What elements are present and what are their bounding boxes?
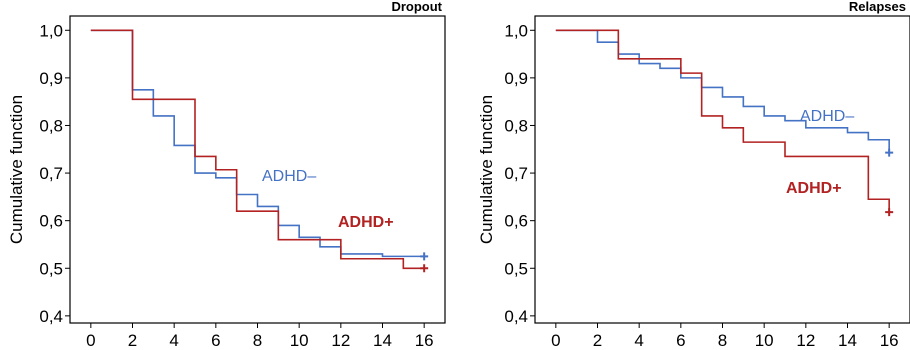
series-line-adhd-plus	[555, 29, 890, 212]
y-tick-label: 0,6	[504, 212, 528, 231]
x-tick-label: 4	[169, 331, 178, 350]
censor-mark	[420, 264, 429, 273]
x-tick-label: 16	[415, 331, 434, 350]
series-line-adhd-plus	[90, 29, 425, 270]
x-tick-label: 0	[551, 331, 560, 350]
x-tick-label: 10	[290, 331, 309, 350]
chart-title: Dropout	[391, 0, 442, 14]
x-tick-label: 10	[755, 331, 774, 350]
y-axis-label: Cumulative function	[7, 95, 26, 244]
y-axis-label: Cumulative function	[477, 95, 496, 244]
x-tick-label: 8	[253, 331, 262, 350]
x-tick-label: 12	[796, 331, 815, 350]
censor-mark	[885, 208, 894, 217]
x-tick-label: 2	[128, 331, 137, 350]
series-line-adhd-minus	[90, 29, 425, 258]
censor-mark	[420, 252, 429, 261]
y-tick-label: 0,5	[504, 259, 528, 278]
y-tick-label: 0,7	[39, 164, 63, 183]
series-label: ADHD+	[338, 214, 394, 231]
x-tick-label: 8	[718, 331, 727, 350]
y-tick-label: 0,8	[39, 116, 63, 135]
x-tick-label: 16	[880, 331, 899, 350]
series-label: ADHD+	[786, 180, 842, 197]
censor-mark	[885, 148, 894, 157]
relapses-panel: Relapses Cumulative function 0,4 0,5 0,6 0,7 0…	[477, 0, 910, 350]
chart-title: Relapses	[849, 0, 906, 14]
dropout-panel: Dropout Cumulative function 0,4 0,5 0,6 0,7 0,…	[7, 0, 446, 350]
y-tick-label: 0,6	[39, 212, 63, 231]
y-tick-label: 0,4	[504, 307, 528, 326]
x-tick-label: 6	[676, 331, 685, 350]
x-tick-label: 4	[634, 331, 643, 350]
y-tick-label: 0,8	[504, 116, 528, 135]
x-tick-label: 14	[373, 331, 392, 350]
series-label: ADHD–	[262, 168, 316, 185]
series-line-adhd-minus	[555, 29, 890, 152]
series-label: ADHD–	[800, 108, 854, 125]
y-tick-label: 0,9	[504, 69, 528, 88]
plot-frame	[534, 15, 910, 324]
plot-frame	[69, 15, 446, 324]
y-tick-label: 0,4	[39, 307, 63, 326]
y-tick-label: 1,0	[504, 21, 528, 40]
x-tick-label: 6	[211, 331, 220, 350]
y-tick-label: 0,7	[504, 164, 528, 183]
x-tick-label: 2	[593, 331, 602, 350]
y-tick-label: 1,0	[39, 21, 63, 40]
y-tick-label: 0,9	[39, 69, 63, 88]
x-tick-label: 14	[838, 331, 857, 350]
x-tick-label: 0	[86, 331, 95, 350]
x-tick-label: 12	[331, 331, 350, 350]
y-tick-label: 0,5	[39, 259, 63, 278]
